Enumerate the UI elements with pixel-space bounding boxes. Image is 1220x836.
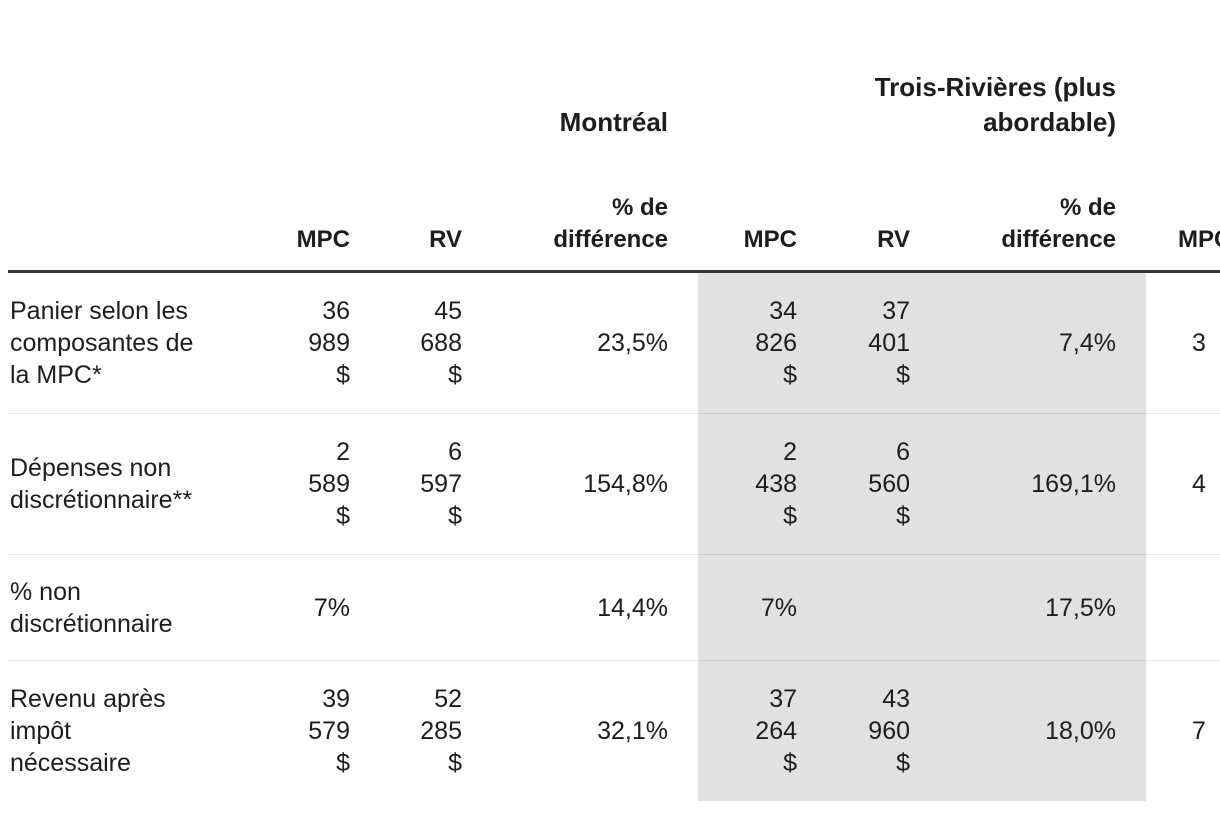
cell-tr-rv xyxy=(827,554,941,661)
column-header-montreal-rv: RV xyxy=(380,166,492,273)
group-header-spacer xyxy=(8,0,250,166)
cell-montreal-diff: 154,8% xyxy=(492,413,699,555)
cell-montreal-rv: 6 597 $ xyxy=(380,413,492,555)
row-label: Dépenses non discrétionnaire** xyxy=(8,413,250,555)
column-header-clipped-mpc: MPC xyxy=(1146,166,1220,273)
row-label: Revenu après impôt nécessaire xyxy=(10,685,166,777)
cell-clipped-mpc: 7 xyxy=(1192,717,1206,745)
row-label: Panier selon les composantes de la MPC* xyxy=(8,271,250,414)
column-header-montreal-mpc: MPC xyxy=(250,166,380,273)
cell-tr-mpc: 34 826 $ xyxy=(698,271,828,414)
cell-montreal-rv xyxy=(380,554,492,661)
cell-tr-mpc: 37 264 $ xyxy=(698,660,828,801)
cell-montreal-rv: 45 688 $ xyxy=(380,271,492,414)
cell-montreal-diff: 14,4% xyxy=(492,554,699,661)
column-header-rowlabel xyxy=(8,166,250,273)
cell-clipped-mpc: 4 xyxy=(1146,413,1220,555)
cell-montreal-diff: 23,5% xyxy=(492,271,699,414)
cell-tr-diff: 18,0% xyxy=(940,660,1147,801)
cell-tr-rv: 43 960 $ xyxy=(827,660,941,801)
cell-montreal-mpc: 2 589 $ xyxy=(250,413,380,555)
table-row-depenses: Dépenses non discrétionnaire** 2 589 $ 6… xyxy=(8,413,1220,555)
comparison-table: Montréal Trois-Rivières (plus abordable)… xyxy=(8,0,1220,801)
column-header-tr-rv: RV xyxy=(827,166,941,273)
column-header-tr-diff: % de différence xyxy=(940,166,1147,273)
cell-tr-mpc: 2 438 $ xyxy=(698,413,828,555)
cell-clipped-mpc xyxy=(1146,554,1220,661)
column-header-montreal-diff: % de différence xyxy=(492,166,699,273)
cell-montreal-diff: 32,1% xyxy=(597,717,669,745)
group-header-row: Montréal Trois-Rivières (plus abordable) xyxy=(8,0,1220,166)
table-row-revenu: Revenu après impôt nécessaire 39 579 $ 5… xyxy=(8,660,1220,801)
cell-tr-rv: 37 401 $ xyxy=(827,271,941,414)
cell-montreal-rv: 52 285 $ xyxy=(420,685,462,777)
group-header-montreal: Montréal xyxy=(559,107,669,137)
group-header-clipped xyxy=(1146,0,1220,166)
cell-montreal-mpc: 39 579 $ xyxy=(308,685,350,777)
table-row-panier: Panier selon les composantes de la MPC* … xyxy=(8,271,1220,414)
cell-tr-mpc: 7% xyxy=(698,554,828,661)
cell-tr-diff: 17,5% xyxy=(940,554,1147,661)
cell-montreal-mpc: 7% xyxy=(250,554,380,661)
cell-tr-diff: 169,1% xyxy=(940,413,1147,555)
group-header-trois-rivieres: Trois-Rivières (plus abordable) xyxy=(874,72,1117,137)
column-header-row: MPC RV % de différence MPC RV % de diffé… xyxy=(8,166,1220,273)
table-row-pct-non-discretionnaire: % non discrétionnaire 7% 14,4% 7% 17,5% xyxy=(8,554,1220,661)
cell-montreal-mpc: 36 989 $ xyxy=(250,271,380,414)
column-header-tr-mpc: MPC xyxy=(698,166,828,273)
cell-tr-rv: 6 560 $ xyxy=(827,413,941,555)
row-label: % non discrétionnaire xyxy=(8,554,250,661)
cell-tr-diff: 7,4% xyxy=(940,271,1147,414)
cell-clipped-mpc: 3 xyxy=(1146,271,1220,414)
